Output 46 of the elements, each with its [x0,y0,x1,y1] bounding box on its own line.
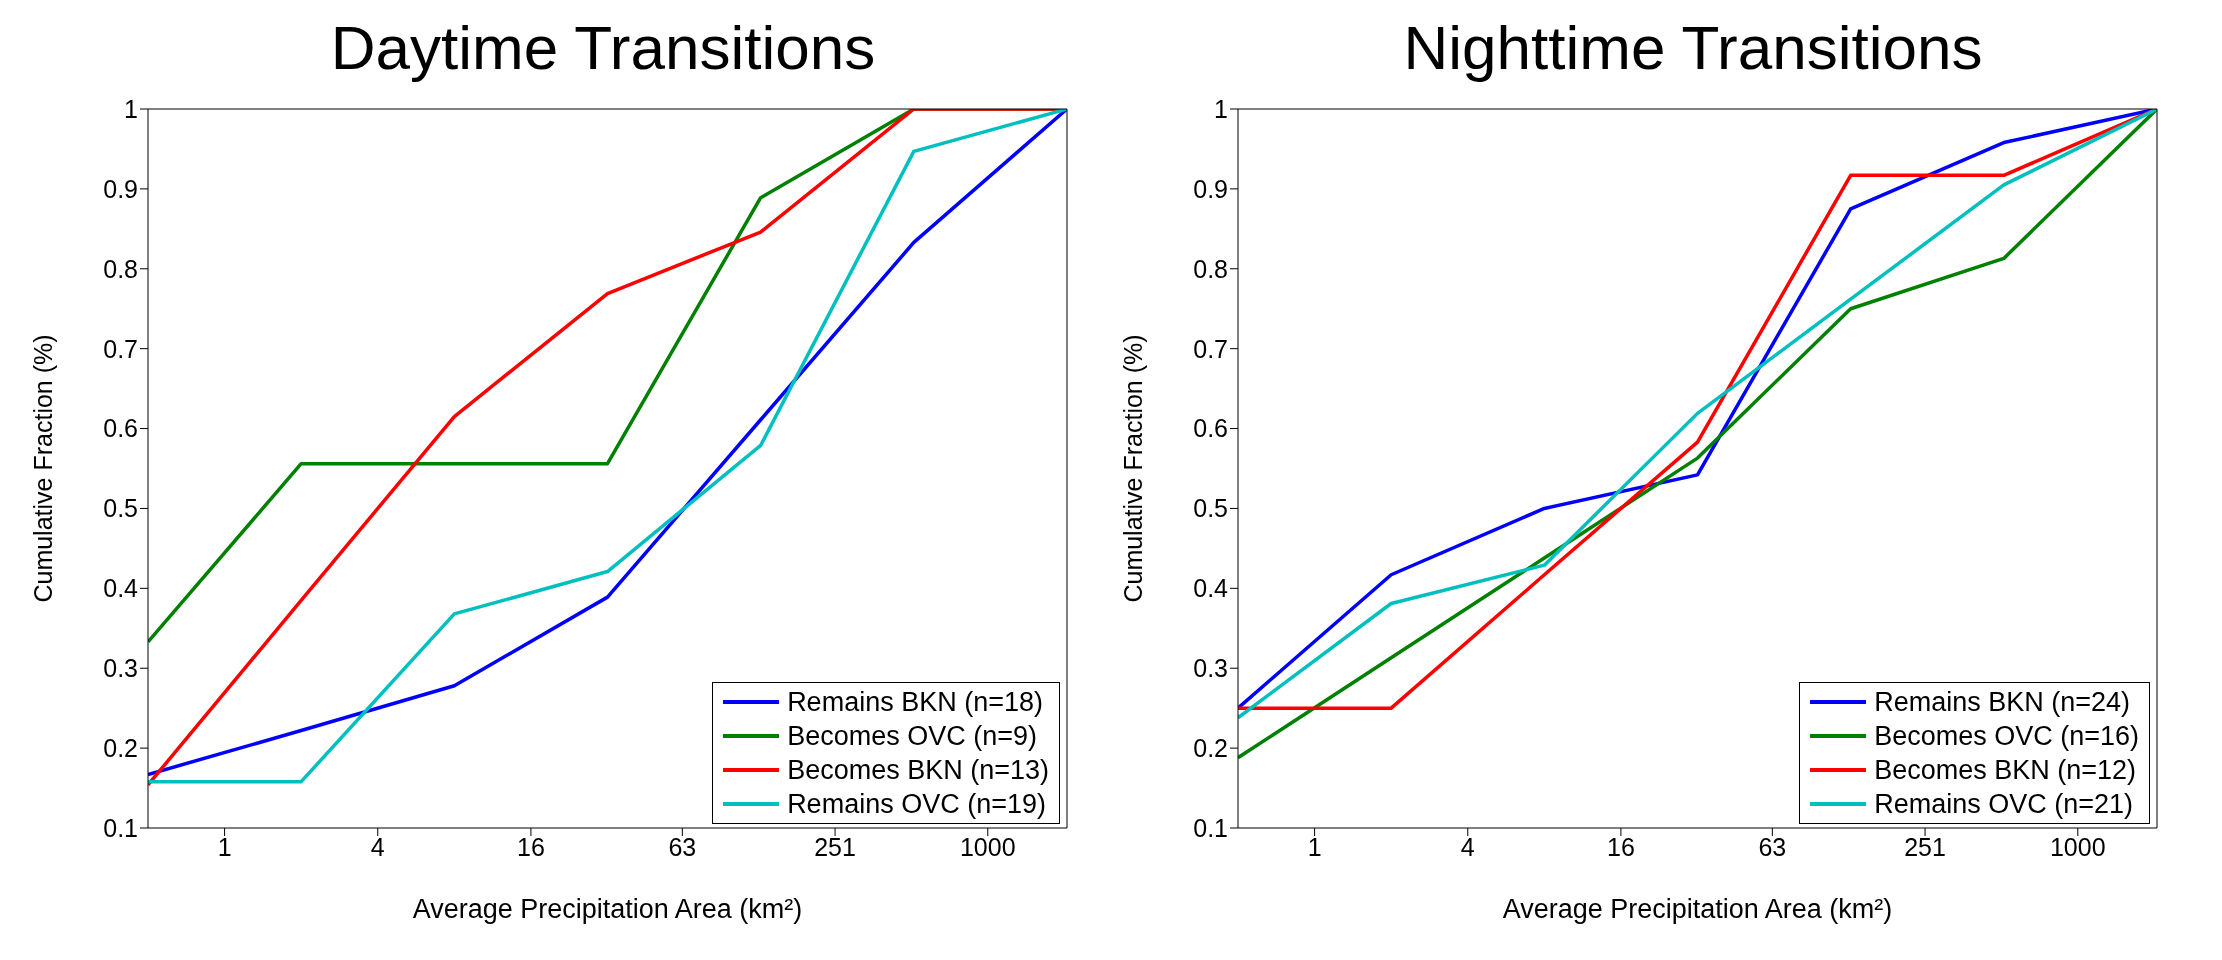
legend-label: Becomes OVC (n=9) [787,720,1037,752]
y-tick-label: 0.3 [103,654,138,683]
y-tick-label: 0.7 [1193,334,1228,363]
x-tick-label: 1 [1307,832,1322,861]
y-tick-label: 0.1 [1193,813,1228,842]
x-tick-label: 251 [814,832,856,861]
legend-label: Becomes BKN (n=13) [787,754,1049,786]
x-tick-label: 63 [1758,832,1787,861]
x-tick-label: 4 [1460,832,1475,861]
x-tick-label: 16 [1607,832,1635,861]
y-tick-label: 0.8 [103,254,138,283]
y-tick-label: 0.2 [1193,733,1228,762]
y-tick-label: 1 [1214,94,1228,123]
y-tick-label: 0.2 [103,733,138,762]
x-tick-label: 4 [370,832,385,861]
legend-label: Remains OVC (n=19) [787,788,1046,820]
x-tick-label: 1 [217,832,232,861]
x-tick-label: 16 [517,832,545,861]
x-axis-title: Average Precipitation Area (km²) [1502,894,1893,924]
legend-label: Remains BKN (n=18) [787,686,1043,718]
y-axis-title: Cumulative Fraction (%) [1118,334,1147,603]
x-tick-label: 251 [1904,832,1946,861]
legend-label: Remains BKN (n=24) [1874,686,2130,718]
y-tick-label: 0.1 [103,813,138,842]
legend-label: Becomes OVC (n=16) [1874,720,2139,752]
y-tick-label: 1 [124,94,138,123]
y-tick-label: 0.4 [103,574,139,603]
x-tick-label: 1000 [2049,832,2106,861]
y-tick-label: 0.9 [103,174,138,203]
x-axis-title: Average Precipitation Area (km²) [412,894,803,924]
y-tick-label: 0.3 [1193,654,1228,683]
y-tick-label: 0.9 [1193,174,1228,203]
chart-title: Nighttime Transitions [1402,12,1984,84]
chart-title: Daytime Transitions [329,12,877,84]
y-tick-label: 0.6 [1193,414,1228,443]
y-tick-label: 0.4 [1193,574,1229,603]
legend-label: Becomes BKN (n=12) [1874,754,2137,786]
y-tick-label: 0.6 [103,414,138,443]
x-tick-label: 1000 [959,832,1016,861]
legend-label: Remains OVC (n=21) [1874,788,2133,820]
y-axis-title: Cumulative Fraction (%) [28,334,57,603]
y-tick-label: 0.7 [103,334,138,363]
x-tick-label: 63 [668,832,697,861]
y-tick-label: 0.5 [1193,494,1228,523]
y-tick-label: 0.5 [103,494,138,523]
y-tick-label: 0.8 [1193,254,1228,283]
